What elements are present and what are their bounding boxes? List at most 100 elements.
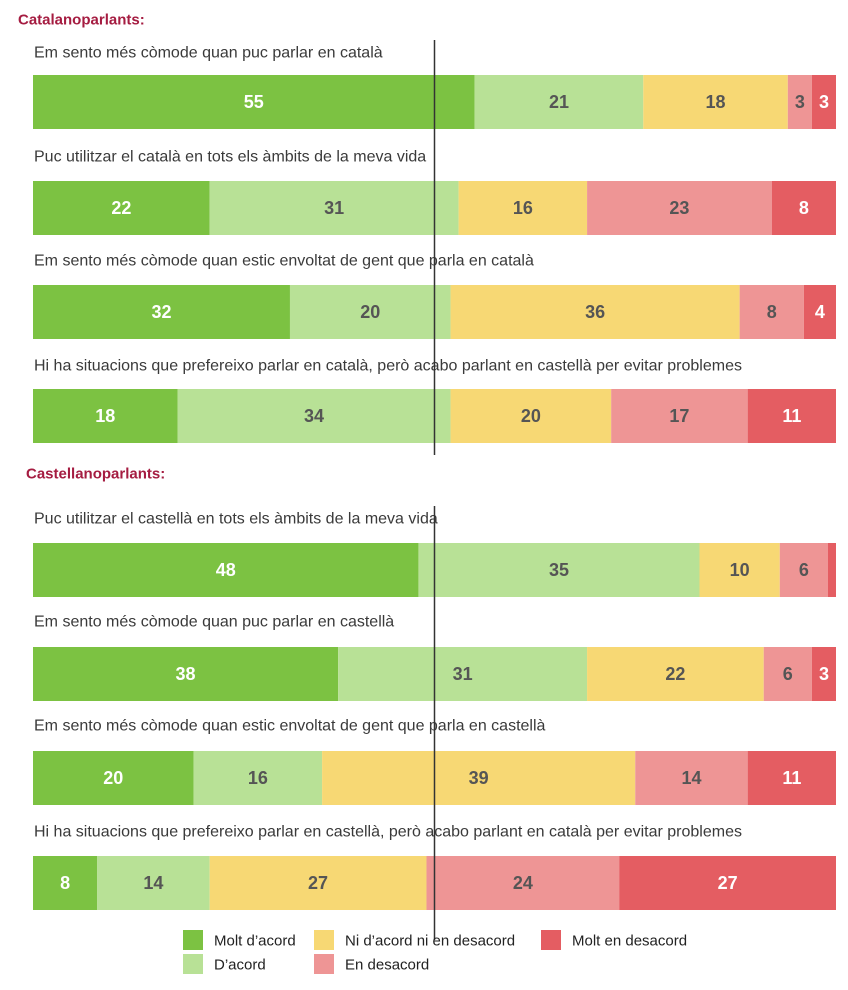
bar-segment-molt-acord: [33, 389, 178, 443]
segment-value-label: 16: [513, 198, 533, 218]
segment-value-label: 17: [669, 406, 689, 426]
bar-segment-molt-desacord: [811, 75, 836, 129]
bar-segment-molt-desacord: [747, 389, 836, 443]
group-title: Catalanoparlants:: [18, 12, 145, 29]
segment-value-label: 39: [469, 768, 489, 788]
bar-segment-molt-acord: [33, 647, 339, 701]
bar-segment-neutral: [209, 856, 427, 910]
segment-value-label: 22: [111, 198, 131, 218]
bar-segment-acord: [418, 543, 700, 597]
segment-value-label: 27: [718, 873, 738, 893]
legend-label: Molt d’acord: [214, 933, 296, 950]
segment-value-label: 36: [585, 302, 605, 322]
legend-swatch-molt-acord: [183, 930, 203, 950]
bar-segment-desacord: [611, 389, 748, 443]
bar-segment-desacord: [779, 543, 828, 597]
segment-value-label: 11: [782, 406, 801, 426]
segment-value-label: 22: [665, 664, 685, 684]
bar-segment-molt-desacord: [827, 543, 836, 597]
bar-segment-molt-desacord: [747, 751, 836, 805]
segment-value-label: 18: [706, 92, 726, 112]
bar-segment-desacord: [763, 647, 812, 701]
segment-value-label: 34: [304, 406, 324, 426]
segment-value-label: 3: [795, 92, 805, 112]
segment-value-label: 8: [60, 873, 70, 893]
bar-segment-neutral: [643, 75, 788, 129]
legend-swatch-neutral: [314, 930, 334, 950]
legend-label: Molt en desacord: [572, 933, 687, 950]
segment-value-label: 3: [819, 92, 829, 112]
bar-segment-molt-acord: [33, 181, 210, 235]
legend-label: Ni d’acord ni en desacord: [345, 933, 515, 950]
segment-value-label: 20: [360, 302, 380, 322]
segment-value-label: 14: [681, 768, 701, 788]
bar-segment-molt-acord: [33, 543, 419, 597]
segment-value-label: 21: [549, 92, 569, 112]
segment-value-label: 11: [782, 768, 801, 788]
bar-segment-acord: [338, 647, 588, 701]
segment-value-label: 10: [730, 560, 750, 580]
question-label: Hi ha situacions que prefereixo parlar e…: [34, 824, 742, 841]
bar-segment-molt-acord: [33, 75, 475, 129]
bar-segment-acord: [474, 75, 644, 129]
segment-value-label: 38: [176, 664, 196, 684]
segment-value-label: 20: [103, 768, 123, 788]
legend-swatch-acord: [183, 954, 203, 974]
question-label: Em sento més còmode quan estic envoltat …: [34, 718, 546, 735]
bar-segment-molt-desacord: [619, 856, 836, 910]
segment-value-label: 31: [324, 198, 344, 218]
segment-value-label: 3: [819, 664, 829, 684]
segment-value-label: 14: [143, 873, 163, 893]
question-label: Puc utilitzar el castellà en tots els àm…: [34, 511, 438, 528]
bar-segment-desacord: [635, 751, 748, 805]
bar-segment-neutral: [458, 181, 588, 235]
bar-segment-desacord: [587, 181, 772, 235]
group-title: Castellanoparlants:: [26, 466, 165, 483]
segment-value-label: 32: [151, 302, 171, 322]
bar-segment-acord: [289, 285, 451, 339]
segment-value-label: 20: [521, 406, 541, 426]
question-label: Em sento més còmode quan estic envoltat …: [34, 253, 534, 270]
bar-segment-acord: [209, 181, 459, 235]
bar-segment-molt-acord: [33, 751, 194, 805]
bar-segment-desacord: [426, 856, 620, 910]
legend-swatch-desacord: [314, 954, 334, 974]
segment-value-label: 16: [248, 768, 268, 788]
segment-value-label: 8: [799, 198, 809, 218]
segment-value-label: 27: [308, 873, 328, 893]
segment-value-label: 48: [216, 560, 236, 580]
bar-segment-desacord: [739, 285, 804, 339]
question-label: Puc utilitzar el català en tots els àmbi…: [34, 149, 426, 166]
question-label: Hi ha situacions que prefereixo parlar e…: [34, 358, 742, 375]
segment-value-label: 31: [453, 664, 473, 684]
segment-value-label: 8: [767, 302, 777, 322]
legend-swatch-molt-desacord: [541, 930, 561, 950]
segment-value-label: 18: [95, 406, 115, 426]
bar-segment-neutral: [450, 389, 612, 443]
segment-value-label: 23: [669, 198, 689, 218]
question-label: Em sento més còmode quan puc parlar en c…: [34, 45, 383, 62]
bar-segment-acord: [193, 751, 323, 805]
bar-segment-molt-desacord: [803, 285, 836, 339]
bar-segment-desacord: [787, 75, 812, 129]
bar-segment-neutral: [322, 751, 636, 805]
bar-segment-acord: [97, 856, 210, 910]
segment-value-label: 6: [783, 664, 793, 684]
legend-label: D’acord: [214, 957, 266, 974]
bar-segment-molt-desacord: [771, 181, 836, 235]
segment-value-label: 35: [549, 560, 569, 580]
segment-value-label: 6: [799, 560, 809, 580]
bar-segment-neutral: [699, 543, 780, 597]
question-label: Em sento més còmode quan puc parlar en c…: [34, 614, 394, 631]
segment-value-label: 4: [815, 302, 825, 322]
segment-value-label: 24: [513, 873, 533, 893]
bar-segment-molt-desacord: [811, 647, 836, 701]
bar-segment-molt-acord: [33, 285, 290, 339]
bar-segment-neutral: [587, 647, 764, 701]
bar-segment-neutral: [450, 285, 740, 339]
legend-label: En desacord: [345, 957, 429, 974]
segment-value-label: 55: [244, 92, 264, 112]
bar-segment-acord: [177, 389, 451, 443]
bar-segment-molt-acord: [33, 856, 98, 910]
